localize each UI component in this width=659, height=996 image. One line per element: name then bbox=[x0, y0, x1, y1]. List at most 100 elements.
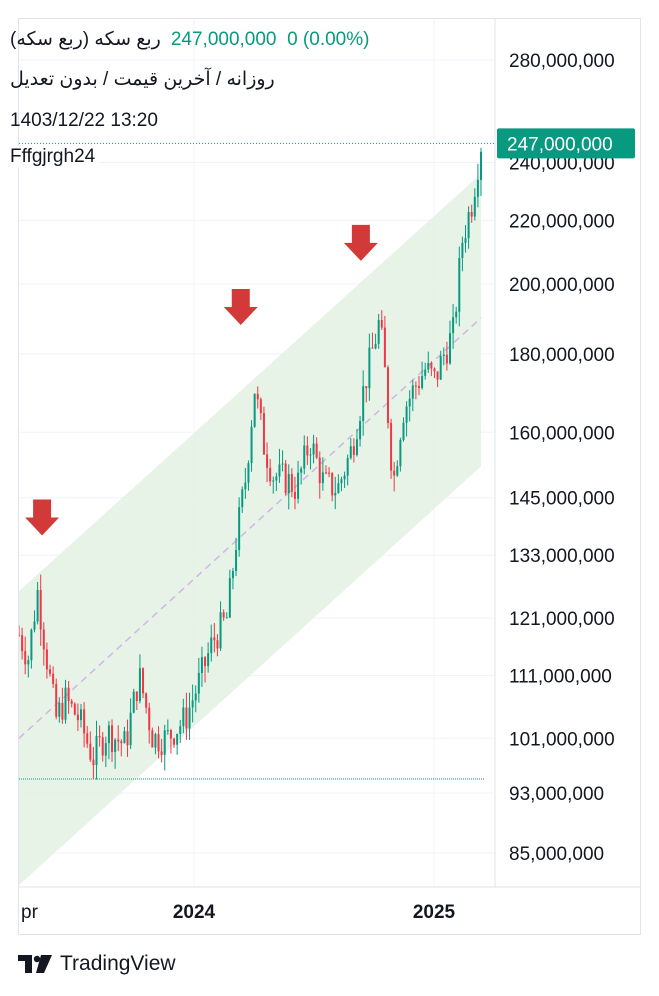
candle-body bbox=[83, 709, 86, 734]
candle-body bbox=[86, 733, 89, 744]
price-chart[interactable]: 280,000,000 240,000,000 220,000,000 200,000… bbox=[19, 19, 640, 934]
candle-body bbox=[278, 464, 281, 477]
candle-body bbox=[293, 491, 296, 499]
y-tick-label: 133,000,000 bbox=[509, 546, 615, 567]
candle-body bbox=[324, 472, 327, 474]
candle-body bbox=[222, 612, 225, 618]
candle-body bbox=[30, 629, 33, 661]
candle-body bbox=[448, 333, 451, 364]
candle-body bbox=[297, 472, 300, 499]
candle-body bbox=[160, 751, 163, 755]
candle-body bbox=[256, 393, 259, 400]
candle-body bbox=[374, 343, 377, 349]
candle-body bbox=[151, 730, 154, 748]
candle-body bbox=[476, 179, 479, 197]
candle-body bbox=[45, 649, 48, 670]
candle-body bbox=[309, 454, 312, 456]
candle-body bbox=[464, 238, 467, 243]
candle-body bbox=[253, 393, 256, 427]
tradingview-logo[interactable]: TradingView bbox=[18, 952, 176, 976]
candle-body bbox=[107, 725, 110, 744]
candle-body bbox=[452, 317, 455, 334]
candle-body bbox=[238, 507, 241, 551]
candle-body bbox=[241, 489, 244, 508]
y-tick-label: 240,000,000 bbox=[509, 154, 615, 175]
candle-body bbox=[328, 472, 331, 474]
candle-body bbox=[312, 443, 315, 455]
candle-body bbox=[219, 612, 222, 649]
candle-body bbox=[473, 196, 476, 217]
down-arrow-marker bbox=[223, 288, 258, 325]
candle-body bbox=[315, 443, 318, 458]
x-tick-label: 2024 bbox=[173, 902, 216, 923]
candle-body bbox=[111, 725, 114, 753]
candle-body bbox=[458, 257, 461, 312]
candle-body bbox=[200, 657, 203, 673]
candle-body bbox=[244, 482, 247, 490]
x-tick-label: 2025 bbox=[413, 902, 456, 923]
candle-body bbox=[337, 483, 340, 493]
candle-body bbox=[396, 466, 399, 476]
candle-body bbox=[262, 413, 265, 455]
channel-midline bbox=[19, 317, 482, 739]
candle-body bbox=[455, 311, 458, 318]
candle-body bbox=[290, 473, 293, 492]
candle-body bbox=[235, 550, 238, 571]
candle-body bbox=[427, 362, 430, 370]
candle-body bbox=[157, 734, 160, 752]
chart-subtitle: روزانه / آخرین قیمت / بدون تعدیل bbox=[10, 69, 275, 90]
candle-body bbox=[126, 731, 129, 746]
down-arrow-marker bbox=[343, 224, 378, 261]
y-tick-label: 160,000,000 bbox=[509, 423, 615, 444]
candle-body bbox=[414, 385, 417, 387]
candle-body bbox=[300, 468, 303, 473]
last-price-value: 247,000,000 bbox=[170, 28, 277, 50]
candle-body bbox=[445, 354, 448, 364]
candle-body bbox=[247, 463, 250, 483]
candle-body bbox=[371, 347, 374, 349]
candle-body bbox=[73, 703, 76, 715]
candle-body bbox=[163, 730, 166, 755]
y-tick-label: 121,000,000 bbox=[509, 609, 615, 630]
candle-body bbox=[95, 736, 98, 766]
candle-body bbox=[424, 369, 427, 376]
candle-body bbox=[21, 635, 24, 652]
candle-body bbox=[436, 371, 439, 380]
candle-body bbox=[430, 362, 433, 369]
chart-author: Fffgjrgh24 bbox=[10, 146, 100, 168]
candle-body bbox=[321, 472, 324, 484]
candle-body bbox=[461, 242, 464, 258]
candle-body bbox=[204, 657, 207, 667]
candle-body bbox=[390, 423, 393, 471]
candle-body bbox=[24, 651, 27, 665]
candle-body bbox=[250, 426, 253, 464]
candle-body bbox=[421, 375, 424, 388]
candle-body bbox=[207, 653, 210, 667]
candle-body bbox=[173, 738, 176, 745]
candle-body bbox=[442, 354, 445, 357]
candle-body bbox=[120, 741, 123, 744]
candle-body bbox=[349, 446, 352, 459]
candle-body bbox=[225, 617, 228, 619]
candle-body bbox=[269, 467, 272, 482]
candle-body bbox=[185, 707, 188, 729]
y-tick-label: 200,000,000 bbox=[509, 275, 615, 296]
candle-body bbox=[231, 570, 234, 579]
candle-body bbox=[355, 439, 358, 455]
candle-body bbox=[259, 399, 262, 414]
candle-body bbox=[318, 457, 321, 484]
candle-body bbox=[399, 439, 402, 467]
candle-body bbox=[89, 743, 92, 760]
candle-body bbox=[169, 730, 172, 739]
symbol-title: ربع سکه (ربع سکه) bbox=[10, 29, 161, 50]
candle-body bbox=[70, 701, 73, 704]
candle-body bbox=[55, 683, 58, 717]
candle-body bbox=[470, 211, 473, 217]
candle-body bbox=[281, 463, 284, 465]
candle-body bbox=[433, 368, 436, 372]
candle-body bbox=[368, 347, 371, 389]
candle-body bbox=[104, 743, 107, 756]
candle-body bbox=[213, 637, 216, 641]
candle-body bbox=[36, 590, 39, 622]
candle-body bbox=[138, 668, 141, 702]
